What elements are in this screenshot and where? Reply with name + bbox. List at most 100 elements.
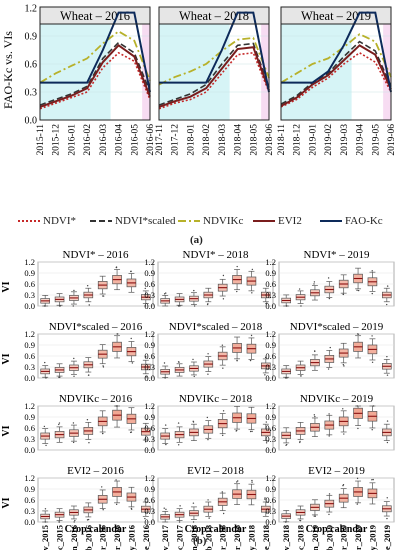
y-tick-label: 1.2 — [265, 329, 276, 339]
y-tick-label: 0.0 — [144, 517, 155, 527]
y-tick-label: 0.0 — [265, 301, 276, 311]
y-tick-label: 1.2 — [24, 329, 35, 339]
y-tick-label: 0.9 — [144, 484, 155, 494]
box-panel-title: EVI2 – 2019 — [308, 465, 365, 477]
outlier-point — [73, 375, 75, 377]
series-line — [280, 44, 392, 107]
x-tick-label: 2018-01 — [186, 124, 196, 156]
outlier-point — [328, 297, 331, 300]
outlier-point — [145, 376, 147, 378]
x-tick-label: Mar_2018 — [218, 525, 228, 550]
outlier-point — [236, 265, 238, 268]
x-tick-label: Nov_2017 — [160, 524, 170, 550]
y-tick-label: 0.3 — [25, 88, 38, 99]
series-line — [40, 11, 151, 93]
outlier-point — [328, 435, 330, 437]
y-tick-label: 0.9 — [144, 412, 155, 422]
y-tick-label: 0.0 — [265, 445, 276, 455]
y-tick-label: 0.0 — [24, 373, 35, 383]
y-tick-label: 0.3 — [144, 434, 155, 444]
y-tick-label: 1.2 — [144, 257, 155, 267]
y-axis-label: VI — [1, 497, 12, 508]
outlier-point — [163, 507, 165, 509]
y-axis-label: VI — [1, 353, 12, 364]
outlier-point — [236, 290, 238, 293]
outlier-point — [386, 441, 389, 444]
legend-swatch — [18, 220, 40, 223]
series-line — [280, 33, 392, 84]
outlier-point — [313, 281, 316, 283]
outlier-point — [356, 405, 358, 407]
y-tick-label: 0.9 — [24, 268, 35, 278]
y-tick-label: 0.3 — [24, 362, 35, 372]
outlier-point — [372, 405, 374, 407]
plot-frame — [39, 23, 151, 121]
outlier-point — [314, 350, 316, 353]
legend-swatch — [253, 220, 275, 223]
outlier-point — [221, 434, 224, 437]
outlier-point — [179, 505, 181, 507]
outlier-point — [102, 295, 104, 297]
plot-frame — [158, 23, 270, 121]
y-tick-label: 0.0 — [24, 445, 35, 455]
outlier-point — [371, 270, 373, 272]
y-tick-label: 0.9 — [24, 340, 35, 350]
box-panel-title: NDVIKc – 2019 — [300, 393, 374, 405]
outlier-point — [264, 498, 266, 500]
outlier-point — [386, 420, 389, 422]
legend-entry: NDVI* — [18, 215, 76, 227]
legend-label: NDVI*scaled — [115, 215, 176, 227]
legend-label: FAO-Kc — [345, 215, 383, 227]
y-tick-label: 0.3 — [24, 290, 35, 300]
outlier-point — [386, 355, 388, 358]
x-tick-label: 2018-03 — [218, 124, 228, 156]
outlier-point — [115, 503, 118, 506]
series-line — [39, 44, 151, 108]
x-tick-label: May_2016 — [126, 525, 136, 550]
outlier-point — [222, 512, 225, 515]
outlier-point — [86, 419, 89, 421]
outlier-point — [44, 508, 47, 510]
outlier-point — [386, 497, 388, 499]
outlier-point — [251, 268, 254, 271]
outlier-point — [249, 359, 252, 362]
outlier-point — [207, 353, 209, 355]
outlier-point — [102, 509, 104, 511]
x-tick-label: 2018-05 — [249, 124, 259, 156]
box-panel-title: EVI2 – 2018 — [187, 465, 244, 477]
x-tick-label: Jan_2016 — [69, 525, 79, 550]
outlier-point — [386, 517, 388, 520]
outlier-point — [300, 305, 302, 307]
outlier-point — [130, 270, 132, 273]
outlier-point — [74, 519, 76, 522]
y-tick-label: 0.0 — [24, 517, 35, 527]
outlier-point — [313, 283, 315, 285]
outlier-point — [177, 305, 180, 307]
outlier-point — [193, 305, 196, 307]
outlier-point — [163, 362, 166, 364]
outlier-point — [130, 507, 133, 510]
outlier-point — [357, 289, 360, 292]
outlier-point — [116, 405, 118, 407]
y-tick-label: 1.2 — [144, 329, 155, 339]
y-tick-label: 0.6 — [24, 279, 35, 289]
outlier-point — [165, 443, 167, 446]
y-tick-label: 0.6 — [144, 351, 155, 361]
outlier-point — [284, 521, 287, 523]
x-tick-label: 2019-02 — [324, 124, 334, 156]
y-tick-label: 0.6 — [24, 351, 35, 361]
y-tick-label: 0.0 — [265, 373, 276, 383]
outlier-point — [285, 377, 287, 379]
legend-swatch — [90, 220, 112, 223]
box-panel-r2-c3: NDVI*scaled – 2019 0.00.30.60.91.2 — [265, 321, 395, 383]
y-tick-label: 1.2 — [144, 401, 155, 411]
outlier-point — [88, 304, 90, 306]
x-axis-label: Crop calendar — [306, 524, 368, 535]
y-tick-label: 0.6 — [265, 279, 276, 289]
outlier-point — [177, 422, 180, 424]
box-panel-title: NDVI*scaled – 2016 — [49, 321, 143, 333]
series-line — [39, 30, 151, 84]
legend-label: NDVIKc — [203, 215, 244, 227]
outlier-point — [251, 481, 253, 483]
